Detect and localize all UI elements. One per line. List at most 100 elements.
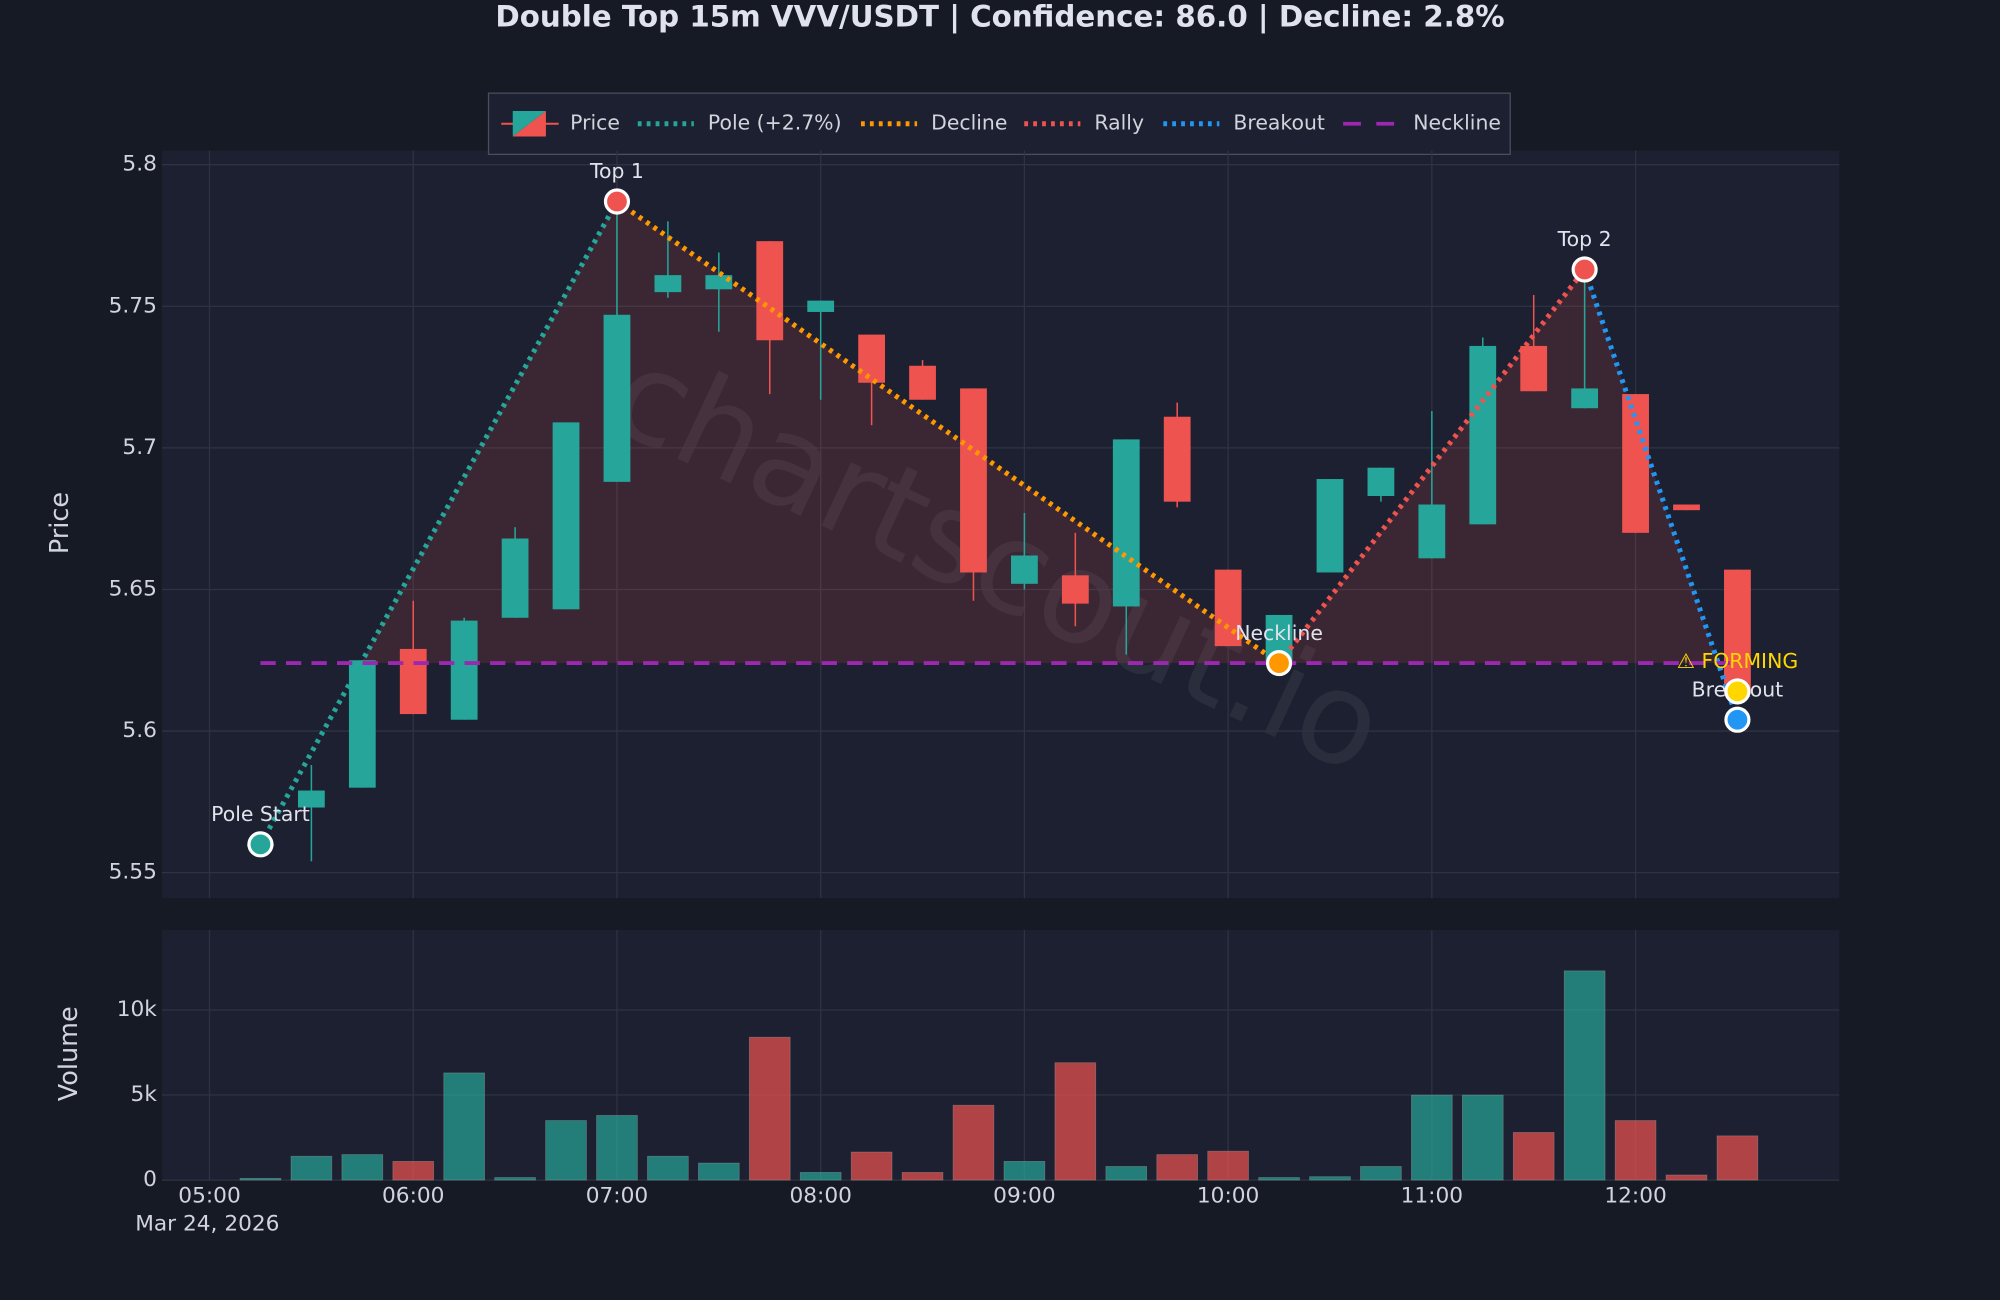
price-plot: [161, 150, 1840, 899]
pattern-point: [603, 188, 631, 215]
pattern-line: [1582, 268, 1740, 721]
y-axis-title: Price: [45, 492, 75, 554]
candle-body: [348, 660, 376, 788]
volume-bar: [647, 1155, 689, 1181]
volume-bar: [239, 1177, 282, 1181]
y2-tick-label: 10k: [117, 997, 158, 1022]
volume-bar: [850, 1151, 893, 1181]
point-label: Top 1: [589, 159, 644, 183]
candle-body: [1214, 569, 1242, 647]
y-tick-label: 5.55: [109, 860, 157, 885]
candle-body: [552, 422, 580, 610]
candle-body: [399, 648, 427, 715]
volume-bar: [545, 1120, 587, 1181]
pattern-point: [1571, 256, 1598, 283]
candle-body: [297, 790, 325, 808]
volume-bar: [1003, 1160, 1046, 1181]
chart-title: Double Top 15m VVV/USDT | Confidence: 86…: [495, 0, 1504, 34]
volume-bar: [1207, 1150, 1249, 1181]
pattern-point: [1724, 706, 1751, 733]
candle-body: [1724, 569, 1751, 695]
y2-tick-label: 5k: [131, 1082, 158, 1107]
candle-body: [450, 620, 478, 720]
candle-body: [858, 334, 886, 383]
candle-body: [1469, 345, 1497, 525]
volume-bar: [1512, 1132, 1555, 1181]
volume-bar: [392, 1160, 435, 1181]
x-tick-label: 07:00: [586, 1184, 648, 1209]
pattern-point: [1724, 678, 1751, 705]
point-label: Top 2: [1557, 227, 1612, 251]
pattern-point: [1265, 650, 1293, 677]
candle-body: [756, 241, 784, 341]
y-tick-label: 5.7: [122, 435, 156, 460]
volume-bar: [494, 1177, 536, 1181]
volume-bar: [1309, 1176, 1351, 1181]
candle-body: [1112, 439, 1140, 607]
candle-body: [501, 538, 529, 618]
x-tick-label: 05:00: [178, 1184, 240, 1209]
candle-body: [1673, 504, 1700, 511]
candle-body: [1367, 467, 1395, 497]
date-label: Mar 24, 2026: [135, 1212, 279, 1237]
volume-bar: [1360, 1166, 1402, 1181]
candle-body: [603, 314, 631, 482]
pattern-area: [360, 201, 1719, 664]
y2-tick-label: 0: [143, 1167, 157, 1192]
x-tick-label: 11:00: [1401, 1184, 1463, 1209]
legend-label: Rally: [1094, 111, 1144, 135]
candle-body: [654, 275, 682, 293]
volume-bar: [1105, 1166, 1148, 1181]
legend-label: Price: [570, 111, 620, 135]
volume-bar: [1461, 1094, 1504, 1181]
candle-body: [1622, 394, 1649, 533]
pattern-line: [615, 199, 1281, 666]
volume-bar: [290, 1155, 333, 1181]
volume-bar: [443, 1072, 485, 1181]
volume-bar: [799, 1172, 842, 1181]
volume-bar: [596, 1115, 638, 1181]
volume-bar: [901, 1172, 944, 1181]
point-label: Neckline: [1235, 621, 1323, 645]
pattern-line: [1277, 267, 1587, 665]
volume-bar: [1156, 1154, 1198, 1181]
pattern-line: [258, 200, 620, 846]
x-tick-label: 12:00: [1604, 1184, 1666, 1209]
candle-body: [1316, 479, 1344, 573]
x-tick-label: 08:00: [789, 1184, 851, 1209]
volume-bar: [1614, 1120, 1657, 1181]
y2-axis-title: Volume: [54, 1006, 84, 1101]
y-tick-label: 5.6: [122, 718, 156, 743]
candle-body: [909, 365, 936, 400]
x-tick-label: 09:00: [993, 1184, 1055, 1209]
point-label: ⚠ FORMING: [1677, 649, 1798, 673]
candle-body: [807, 300, 835, 312]
volume-bar: [698, 1162, 740, 1181]
volume-bar: [748, 1036, 791, 1181]
candle-body: [1418, 504, 1446, 559]
pattern-point: [247, 831, 274, 858]
volume-plot: [161, 930, 1840, 1181]
volume-bar: [1258, 1177, 1300, 1181]
volume-bar: [1716, 1135, 1759, 1181]
y-tick-label: 5.75: [109, 293, 157, 318]
legend-label: Decline: [931, 111, 1007, 135]
volume-bar: [1563, 970, 1606, 1181]
volume-bar: [341, 1154, 384, 1181]
candle-body: [705, 275, 733, 290]
volume-bar: [1054, 1062, 1097, 1181]
candle-body: [1061, 575, 1089, 604]
y-tick-label: 5.8: [122, 152, 156, 177]
point-label: Pole Start: [211, 802, 310, 826]
candle-body: [1163, 416, 1191, 502]
x-tick-label: 10:00: [1197, 1184, 1259, 1209]
candle-body: [1571, 388, 1599, 409]
legend-label: Neckline: [1413, 111, 1501, 135]
x-tick-label: 06:00: [382, 1184, 444, 1209]
legend-label: Pole (+2.7%): [708, 111, 842, 135]
legend-label: Breakout: [1233, 111, 1325, 135]
candle-body: [1011, 555, 1038, 584]
